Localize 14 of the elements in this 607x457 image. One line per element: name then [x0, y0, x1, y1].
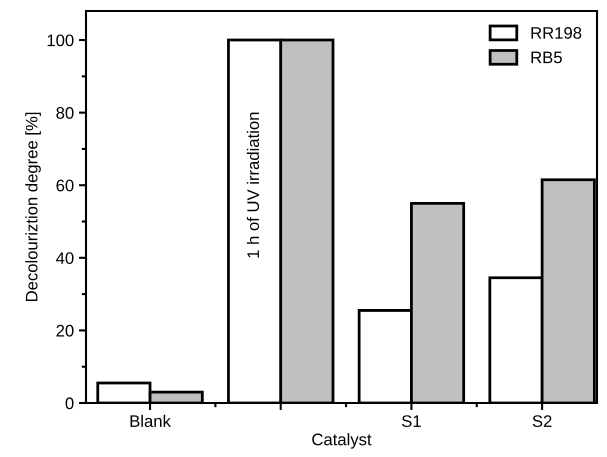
x-axis-title: Catalyst: [312, 433, 372, 449]
legend-label: RR198: [531, 27, 582, 39]
y-tick-label: 80: [56, 107, 74, 119]
x-tick-label: S2: [532, 415, 552, 428]
y-axis-title: Decolouriztion degree [%]: [25, 112, 41, 302]
x-tick-label: S1: [402, 415, 421, 428]
y-tick-label: 100: [48, 34, 74, 46]
annotation: 1 h of UV irradiation: [246, 112, 260, 258]
legend-label: RB5: [531, 52, 562, 64]
y-tick-label: 20: [56, 324, 74, 337]
x-tick-label: Blank: [130, 414, 171, 428]
y-tick-label: 60: [56, 180, 74, 192]
y-tick-label: 40: [56, 252, 74, 264]
y-tick-label: 0: [66, 397, 74, 410]
